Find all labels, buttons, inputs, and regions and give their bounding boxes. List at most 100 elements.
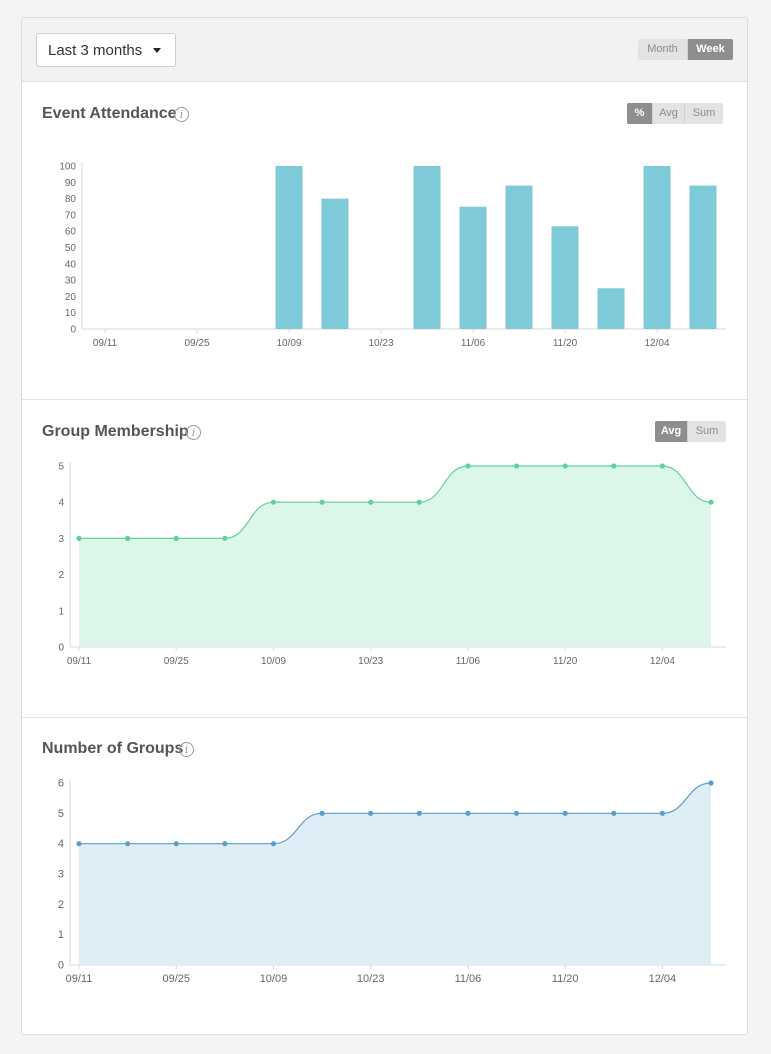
y-tick-label: 50 xyxy=(65,243,77,254)
y-tick-label: 5 xyxy=(58,808,64,820)
data-point xyxy=(611,810,617,816)
y-tick-label: 4 xyxy=(58,498,64,509)
bar xyxy=(689,185,717,329)
bar xyxy=(551,226,579,329)
data-point xyxy=(465,463,471,469)
x-tick-label: 09/25 xyxy=(164,656,189,667)
y-tick-label: 2 xyxy=(58,570,64,581)
x-tick-label: 10/09 xyxy=(276,338,301,349)
avg-button[interactable]: Avg xyxy=(653,103,685,124)
caret-down-icon xyxy=(153,48,161,53)
y-tick-label: 90 xyxy=(65,178,77,189)
attendance-title: Event Attendance xyxy=(42,105,177,122)
data-point xyxy=(659,810,665,816)
y-tick-label: 0 xyxy=(58,960,64,972)
y-tick-label: 60 xyxy=(65,227,77,238)
y-tick-label: 6 xyxy=(58,778,64,790)
data-point xyxy=(368,499,374,505)
bar xyxy=(643,166,671,329)
data-point xyxy=(611,463,617,469)
date-range-dropdown[interactable]: Last 3 months xyxy=(36,33,176,67)
membership-title: Group Membership xyxy=(42,423,189,440)
y-tick-label: 30 xyxy=(65,276,77,287)
bar xyxy=(275,166,303,329)
y-tick-label: 70 xyxy=(65,210,77,221)
y-tick-label: 1 xyxy=(58,929,64,941)
data-point xyxy=(513,463,520,469)
y-tick-label: 1 xyxy=(58,606,64,617)
membership-section: Group Membership i Avg Sum 0 1 2 3 4 5 09/11 09… xyxy=(22,400,747,718)
data-point xyxy=(222,535,228,541)
groups-section: Number of Groups i 0 1 2 3 4 5 6 09/11 09/25 10/0… xyxy=(22,718,747,1034)
y-tick-label: 0 xyxy=(58,643,64,654)
x-tick-label: 09/11 xyxy=(93,338,118,349)
x-tick-label: 11/06 xyxy=(461,338,486,349)
x-tick-label: 11/20 xyxy=(553,338,578,349)
series-area xyxy=(79,466,711,647)
data-point xyxy=(465,810,471,816)
x-tick-label: 09/25 xyxy=(162,973,190,985)
x-tick-label: 11/20 xyxy=(553,656,578,667)
x-tick-label: 12/04 xyxy=(650,656,675,667)
y-tick-label: 10 xyxy=(65,308,77,319)
data-point xyxy=(125,535,131,541)
y-tick-label: 5 xyxy=(58,462,64,473)
x-tick-label: 12/04 xyxy=(649,973,677,985)
groups-title: Number of Groups xyxy=(42,740,184,757)
x-tick-label: 10/09 xyxy=(260,973,288,985)
bar xyxy=(413,166,441,329)
bar xyxy=(459,206,487,329)
info-icon[interactable]: i xyxy=(186,425,201,440)
data-point xyxy=(416,499,422,505)
data-point xyxy=(76,535,82,541)
x-tick-label: 09/25 xyxy=(184,338,209,349)
avg-button[interactable]: Avg xyxy=(655,421,688,442)
y-tick-label: 3 xyxy=(58,869,64,881)
data-point xyxy=(562,463,568,469)
data-point xyxy=(173,841,179,847)
y-tick-label: 40 xyxy=(65,259,77,270)
data-point xyxy=(270,499,277,505)
week-button[interactable]: Week xyxy=(688,39,733,60)
dashboard-card: Last 3 months Month Week Event Attendanc… xyxy=(21,17,748,1035)
x-tick-label: 10/23 xyxy=(358,656,383,667)
x-tick-label: 09/11 xyxy=(66,973,93,985)
info-icon[interactable]: i xyxy=(179,742,194,757)
bar xyxy=(505,185,533,329)
x-tick-label: 09/11 xyxy=(67,656,92,667)
y-tick-label: 80 xyxy=(65,194,77,205)
data-point xyxy=(659,463,665,469)
x-tick-label: 10/09 xyxy=(261,656,286,667)
data-point xyxy=(368,810,374,816)
x-tick-label: 10/23 xyxy=(368,338,393,349)
data-point xyxy=(708,499,714,505)
data-point xyxy=(319,810,325,816)
data-point xyxy=(270,841,277,847)
data-point xyxy=(319,499,325,505)
attendance-mode-toggle: % Avg Sum xyxy=(627,103,723,124)
x-tick-label: 11/20 xyxy=(552,973,579,985)
x-tick-label: 12/04 xyxy=(644,338,669,349)
y-tick-label: 20 xyxy=(65,292,77,303)
percent-button[interactable]: % xyxy=(627,103,653,124)
info-icon[interactable]: i xyxy=(174,107,189,122)
date-range-label: Last 3 months xyxy=(48,42,143,59)
bar xyxy=(597,288,625,329)
toolbar: Last 3 months Month Week xyxy=(22,18,747,82)
data-point xyxy=(513,810,520,816)
bar xyxy=(321,198,349,329)
month-button[interactable]: Month xyxy=(638,39,688,60)
data-point xyxy=(125,841,131,847)
series-area xyxy=(79,783,711,965)
sum-button[interactable]: Sum xyxy=(685,103,723,124)
attendance-chart: 0 10 20 30 40 50 60 70 80 90 100 09/11 09/25 10/09 10/… xyxy=(59,162,726,349)
data-point xyxy=(416,810,422,816)
x-tick-label: 11/06 xyxy=(456,656,481,667)
membership-chart: 0 1 2 3 4 5 09/11 09/25 10/09 10/23 11/06 11/20 12/0… xyxy=(58,462,726,667)
data-point xyxy=(173,535,179,541)
y-tick-label: 100 xyxy=(59,162,76,173)
data-point xyxy=(222,841,228,847)
y-tick-label: 3 xyxy=(58,534,64,545)
groups-chart: 0 1 2 3 4 5 6 09/11 09/25 10/09 10/23 11/06 11/20 12/… xyxy=(58,778,726,985)
sum-button[interactable]: Sum xyxy=(688,421,726,442)
